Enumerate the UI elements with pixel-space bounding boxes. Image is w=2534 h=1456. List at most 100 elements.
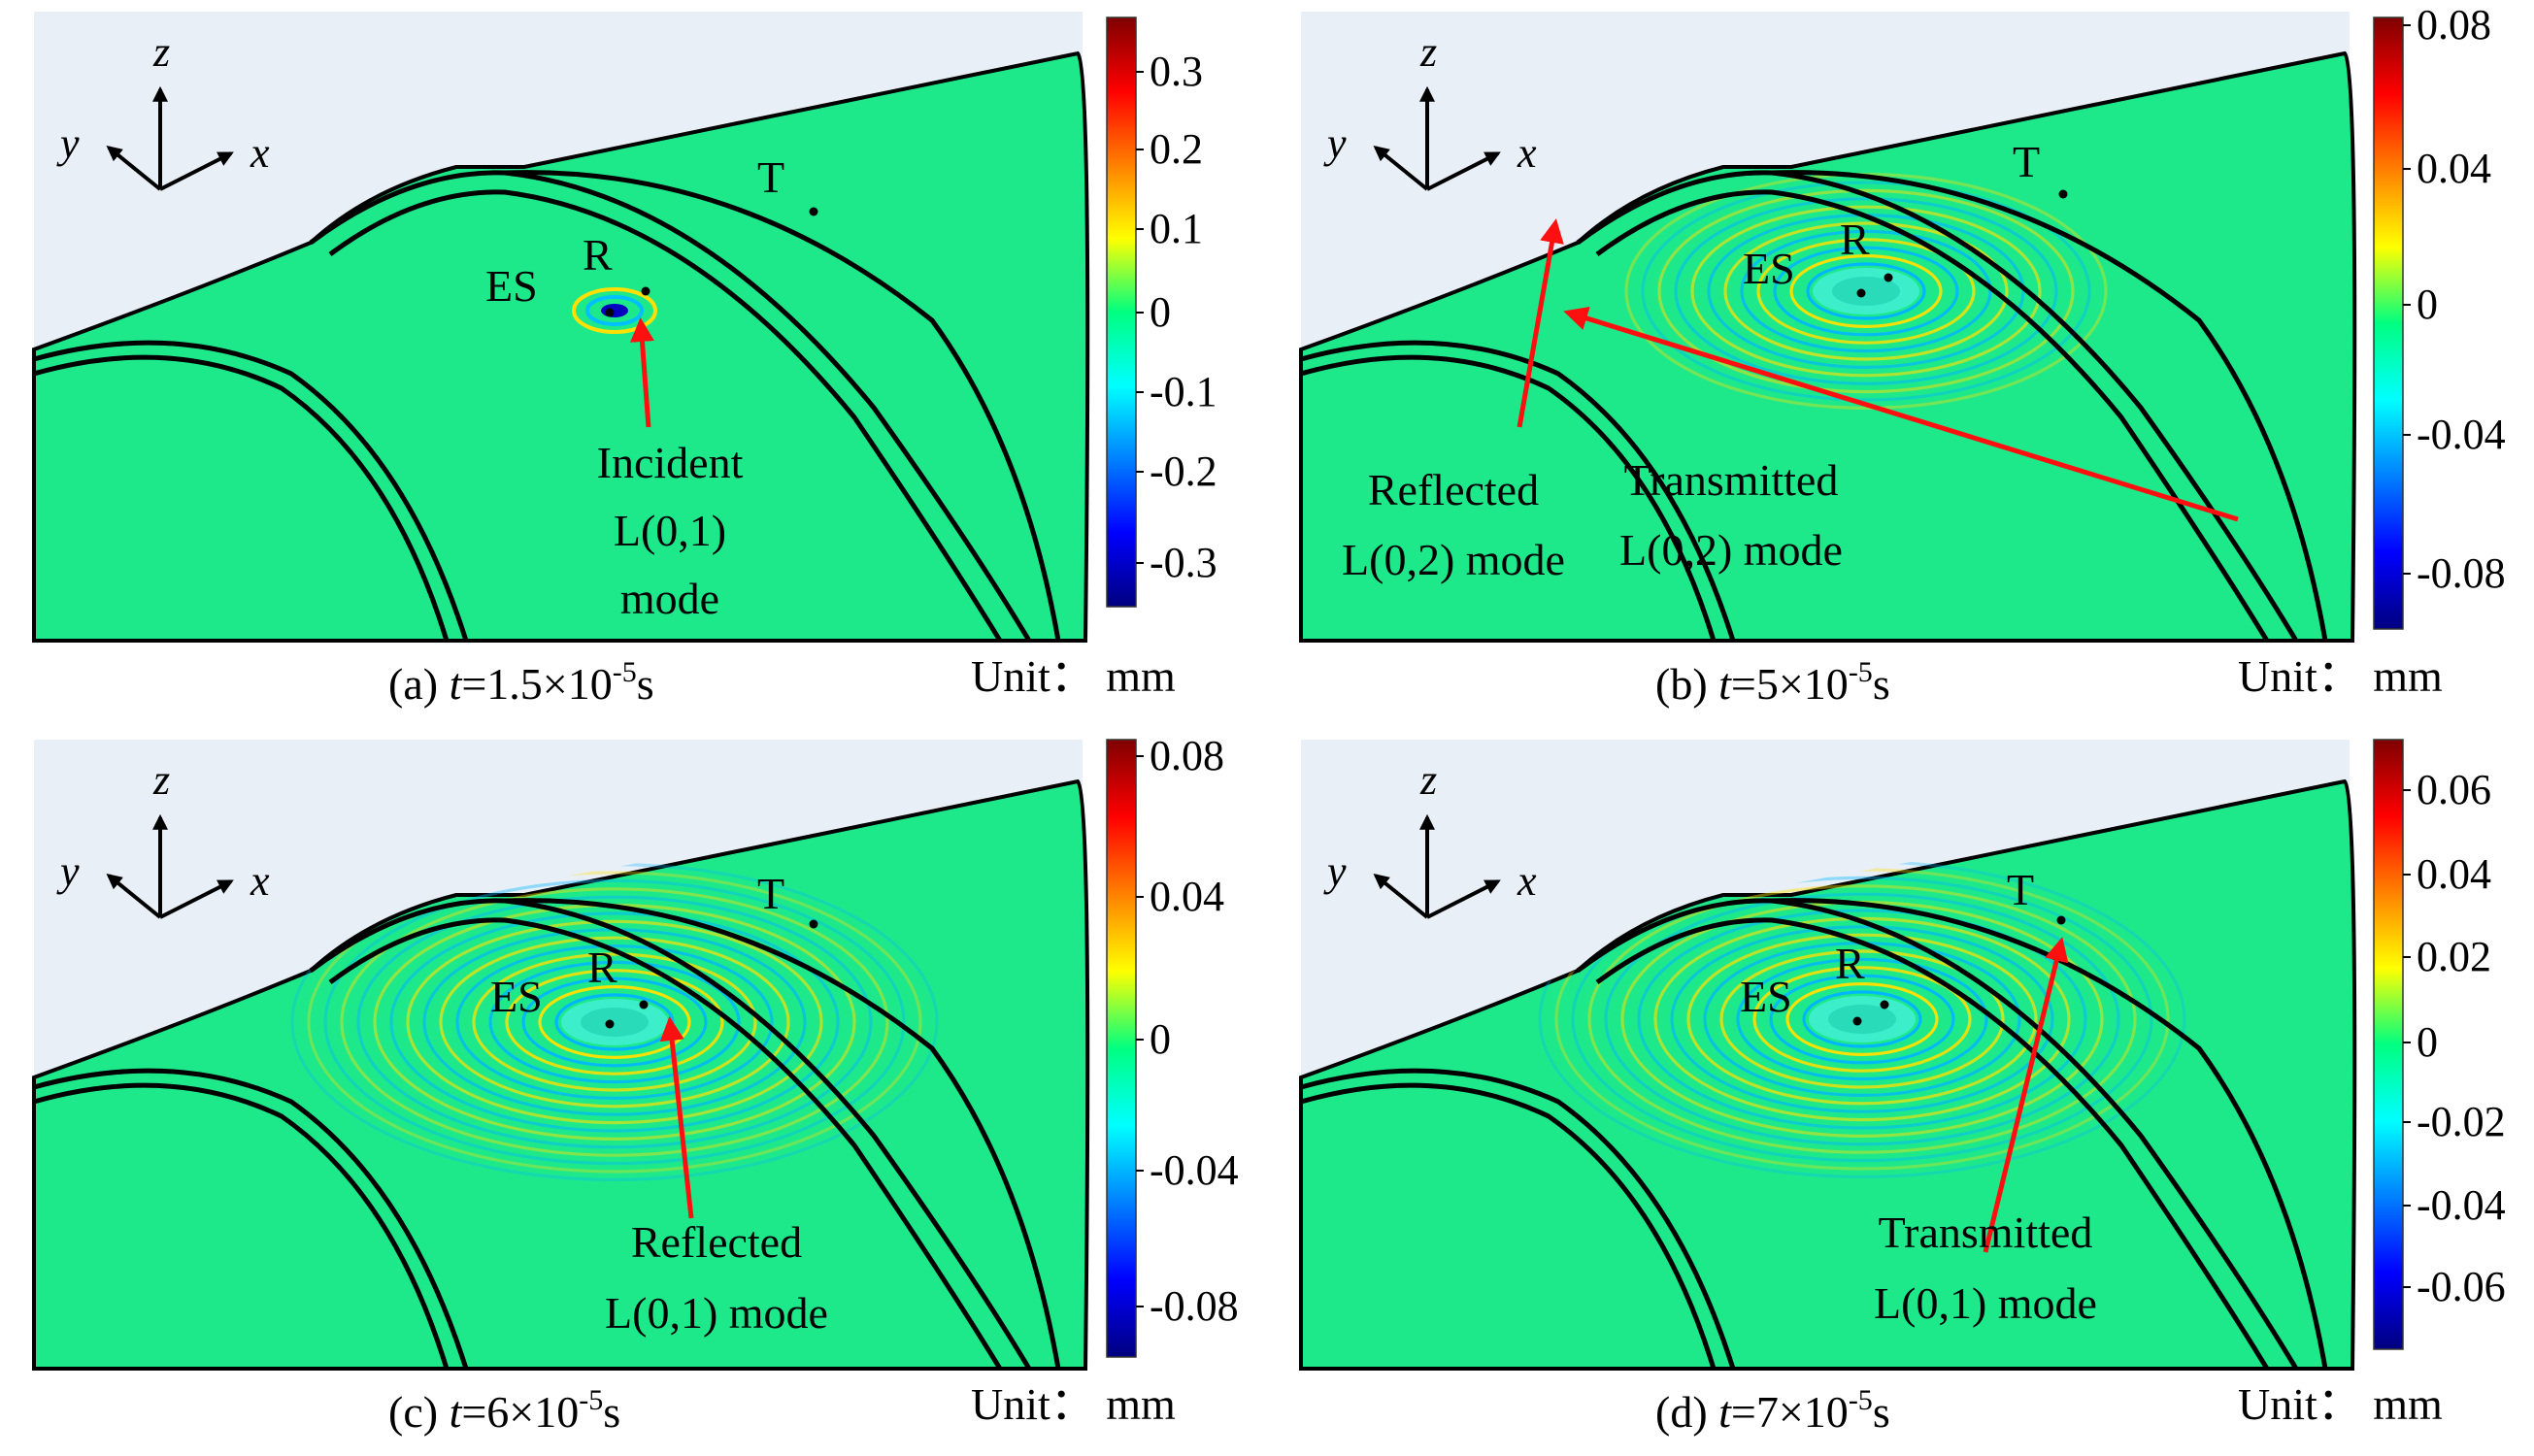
unit-label: Unit： mm <box>971 1379 1176 1429</box>
wave-pattern <box>1624 173 2108 411</box>
colorbar-tick-label: 0.06 <box>2417 766 2491 813</box>
x-axis-label: x <box>1517 857 1537 905</box>
colorbar-tick-label: 0.08 <box>2417 1 2491 49</box>
x-axis-label: x <box>1517 129 1537 177</box>
annotation-arrow-1 <box>659 1016 694 1219</box>
y-axis-label: y <box>1323 119 1347 167</box>
pipe-outlines <box>1300 898 2328 1371</box>
z-axis-label: z <box>1419 28 1437 76</box>
colorbar-tick-label: -0.02 <box>2417 1098 2506 1145</box>
colorbar-tick-label: -0.06 <box>2417 1263 2506 1310</box>
x-axis-label: x <box>250 129 270 177</box>
colorbar <box>2373 17 2404 630</box>
colorbar-tick-label: 0.2 <box>1150 125 1203 173</box>
pipe-outlines <box>33 170 1061 643</box>
z-axis-label: z <box>152 28 170 76</box>
panel-d-figure: z x y ES R T Transmitted L(0,1) mode 0.06 0.04 0.0… <box>1299 739 2506 1437</box>
pipe-outlines <box>1300 170 2328 643</box>
annotation-1-line-2: L(0,1) <box>614 506 726 555</box>
point-es-label: ES <box>490 972 543 1021</box>
colorbar-tick-label: -0.04 <box>2417 411 2506 458</box>
point-es-label: ES <box>1743 244 1795 293</box>
point-es-label: ES <box>1740 972 1792 1021</box>
colorbar <box>2373 739 2404 1350</box>
point-es-label: ES <box>485 261 538 311</box>
point-es-marker <box>605 1019 615 1029</box>
colorbar-tick-label: -0.1 <box>1150 368 1217 415</box>
point-t-label: T <box>2007 865 2034 914</box>
z-axis-label: z <box>152 756 170 804</box>
panel-caption: (d) t=7×10-5s <box>1655 1384 1890 1437</box>
annotation-arrow-1 <box>1983 937 2069 1253</box>
annotation-arrow-1 <box>630 317 654 428</box>
colorbar-tick-label: 0 <box>1150 1015 1171 1063</box>
annotation-1-line-1: Incident <box>597 438 744 487</box>
unit-label: Unit： mm <box>2238 651 2443 701</box>
colorbar <box>1106 739 1137 1358</box>
annotation-1-line-1: Reflected <box>631 1217 802 1267</box>
colorbar-tick-label: 0.04 <box>2417 145 2491 192</box>
colorbar-tick-label: 0 <box>2417 1018 2438 1066</box>
panel-caption: (a) t=1.5×10-5s <box>388 656 654 709</box>
annotation-1-line-3: mode <box>620 574 719 623</box>
point-es-marker <box>1852 1016 1862 1026</box>
panel-b: z x y ES R T Reflected L(0,2) mode Transmitted L(… <box>1267 0 2534 728</box>
colorbar-tick-label: -0.04 <box>2417 1181 2506 1229</box>
colorbar-tick-label: 0.3 <box>1150 48 1203 95</box>
colorbar-tick-label: 0 <box>2417 281 2438 328</box>
y-axis-label: y <box>56 119 80 167</box>
colorbar-tick-label: 0.04 <box>1150 873 1224 920</box>
point-t-label: T <box>757 152 784 202</box>
colorbar-tick-label: -0.08 <box>1150 1282 1239 1330</box>
point-r-marker <box>641 286 650 296</box>
y-axis-label: y <box>56 847 80 895</box>
panel-a-figure: z x y ES R T Incident L(0,1) mode 0.3 0.2 0.1 0 -0.1 -… <box>32 12 1217 709</box>
annotation-1-line-1: Transmitted <box>1879 1208 2093 1257</box>
colorbar-tick-label: 0.04 <box>2417 850 2491 898</box>
pipe-surface <box>32 50 1090 643</box>
coordinate-axes <box>1373 813 1501 919</box>
point-es-marker <box>605 308 615 317</box>
coordinate-axes <box>106 813 234 919</box>
point-r-marker <box>1884 273 1893 282</box>
annotation-1-line-1: Reflected <box>1368 465 1539 514</box>
point-r-label: R <box>1840 215 1870 264</box>
point-t-marker <box>2056 915 2066 925</box>
colorbar-tick-label: -0.3 <box>1150 539 1217 586</box>
point-t-marker <box>2058 189 2068 199</box>
annotation-1-line-2: L(0,2) mode <box>1342 535 1565 584</box>
coordinate-axes <box>106 85 234 191</box>
panel-caption: (b) t=5×10-5s <box>1655 656 1890 709</box>
colorbar-tick-label: 0.1 <box>1150 205 1203 252</box>
point-r-label: R <box>1835 939 1865 988</box>
pipe-outlines <box>33 898 1061 1371</box>
annotation-1-line-2: L(0,1) mode <box>1874 1278 2097 1328</box>
point-t-marker <box>809 919 818 929</box>
annotation-arrow-2 <box>1517 218 1564 428</box>
y-axis-label: y <box>1323 847 1347 895</box>
colorbar <box>1106 17 1137 608</box>
x-axis-label: x <box>250 857 270 905</box>
point-t-label: T <box>757 869 784 918</box>
panel-caption: (c) t=6×10-5s <box>388 1384 620 1437</box>
colorbar-tick-label: 0 <box>1150 288 1171 336</box>
z-axis-label: z <box>1419 756 1437 804</box>
panel-c-figure: z x y ES R T Reflected L(0,1) mode 0.08 0.04 0 -0.0… <box>32 732 1239 1437</box>
annotation-arrow-1 <box>1563 306 2239 522</box>
point-t-label: T <box>2013 137 2040 186</box>
colorbar-tick-label: 0.02 <box>2417 933 2491 980</box>
annotation-2-line-1: Transmitted <box>1624 455 1839 505</box>
colorbar-tick-label: -0.08 <box>2417 549 2506 597</box>
panel-a: z x y ES R T Incident L(0,1) mode 0.3 0.2 0.1 0 -0.1 -… <box>0 0 1267 728</box>
annotation-1-line-2: L(0,1) mode <box>605 1288 828 1338</box>
point-t-marker <box>809 207 818 216</box>
point-r-marker <box>639 1000 649 1009</box>
pipe-surface <box>1299 778 2357 1371</box>
point-r-label: R <box>583 230 613 280</box>
colorbar-tick-label: -0.2 <box>1150 447 1217 495</box>
point-es-marker <box>1856 288 1866 298</box>
wave-pattern <box>290 863 939 1181</box>
coordinate-axes <box>1373 85 1501 191</box>
panel-c: z x y ES R T Reflected L(0,1) mode 0.08 0.04 0 -0.0… <box>0 728 1267 1456</box>
annotation-2-line-2: L(0,2) mode <box>1619 525 1843 575</box>
